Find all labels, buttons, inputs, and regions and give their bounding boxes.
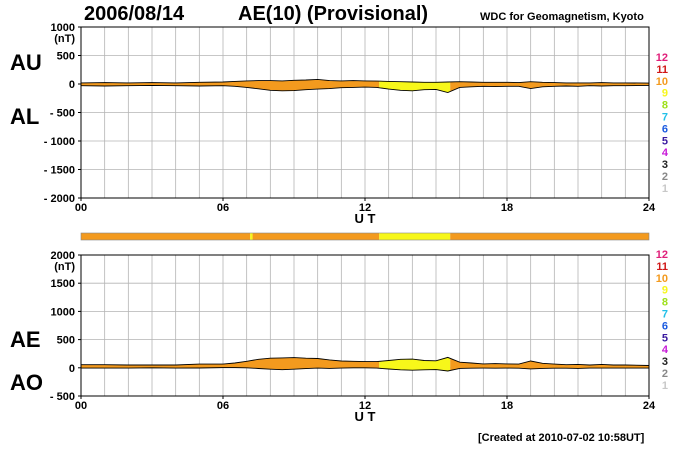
area-fill-segment — [450, 81, 649, 92]
y-tick-label: 1000 — [51, 22, 75, 34]
legend-level-3: 3 — [662, 356, 668, 368]
index-title: AE(10) (Provisional) — [238, 3, 429, 25]
series-ao-line — [81, 367, 649, 372]
y-tick-label: 0 — [69, 79, 75, 91]
source-label: WDC for Geomagnetism, Kyoto — [480, 11, 644, 23]
y-tick-label: 2000 — [51, 250, 75, 262]
y-tick-label: 500 — [57, 335, 75, 347]
legend-level-1: 1 — [662, 380, 668, 392]
x-tick-label: 24 — [643, 400, 656, 412]
station-bar-segment — [252, 233, 380, 240]
al-label: AL — [10, 104, 40, 129]
ao-label: AO — [10, 370, 43, 395]
legend-level-11: 11 — [656, 261, 668, 273]
station-bar-segment — [379, 233, 451, 240]
y-tick-label: 1500 — [51, 278, 75, 290]
series-ae-line — [81, 356, 650, 366]
x-tick-label: 24 — [643, 202, 656, 214]
ae-label: AE — [10, 327, 41, 352]
x-tick-label: 00 — [75, 400, 87, 412]
legend-level-11: 11 — [656, 64, 668, 76]
station-bar-segment — [450, 233, 649, 240]
legend-level-7: 7 — [662, 309, 668, 321]
x-tick-label: 06 — [217, 400, 229, 412]
station-bar-segment — [81, 233, 251, 240]
legend-level-4: 4 — [662, 344, 669, 356]
legend-level-8: 8 — [662, 297, 668, 309]
created-timestamp: [Created at 2010-07-02 10:58UT] — [478, 432, 645, 444]
x-axis-label: U T — [355, 409, 376, 424]
y-tick-label: - 1000 — [44, 136, 75, 148]
y-tick-label: - 500 — [50, 391, 75, 403]
legend-level-2: 2 — [662, 171, 668, 183]
area-fill-segment — [81, 79, 380, 91]
legend-level-9: 9 — [662, 88, 668, 100]
legend-level-8: 8 — [662, 100, 668, 112]
legend-level-12: 12 — [656, 52, 668, 64]
legend-level-10: 10 — [656, 273, 668, 285]
y-tick-label: - 1500 — [44, 165, 75, 177]
station-bar-frame — [80, 232, 650, 241]
au-label: AU — [10, 50, 42, 75]
series-al-line — [80, 84, 650, 93]
date-title: 2006/08/14 — [84, 3, 185, 25]
legend-level-6: 6 — [662, 123, 668, 135]
x-axis-label: U T — [355, 211, 376, 226]
legend-level-4: 4 — [662, 147, 669, 159]
x-tick-label: 00 — [75, 202, 87, 214]
y-tick-label: 1000 — [51, 306, 75, 318]
x-tick-label: 12 — [359, 400, 371, 412]
area-fill-segment — [450, 358, 649, 371]
legend-level-9: 9 — [662, 285, 668, 297]
legend-level-7: 7 — [662, 112, 668, 124]
y-tick-label: - 2000 — [44, 193, 75, 205]
y-tick-label: - 500 — [50, 108, 75, 120]
station-bar-segment — [250, 233, 253, 240]
series-au-line — [80, 78, 650, 84]
x-tick-label: 06 — [217, 202, 229, 214]
legend-level-6: 6 — [662, 320, 668, 332]
legend-level-3: 3 — [662, 159, 668, 171]
legend-level-5: 5 — [662, 332, 668, 344]
legend-level-1: 1 — [662, 183, 668, 195]
y-tick-label: 0 — [69, 363, 75, 375]
legend-level-2: 2 — [662, 368, 668, 380]
x-tick-label: 18 — [501, 202, 513, 214]
y-unit-label: (nT) — [54, 33, 75, 45]
legend-level-12: 12 — [656, 249, 668, 261]
y-tick-label: 500 — [57, 51, 75, 63]
y-unit-label: (nT) — [54, 261, 75, 273]
x-tick-label: 18 — [501, 400, 513, 412]
x-tick-label: 12 — [359, 202, 371, 214]
legend-level-5: 5 — [662, 135, 668, 147]
legend-level-10: 10 — [656, 76, 668, 88]
